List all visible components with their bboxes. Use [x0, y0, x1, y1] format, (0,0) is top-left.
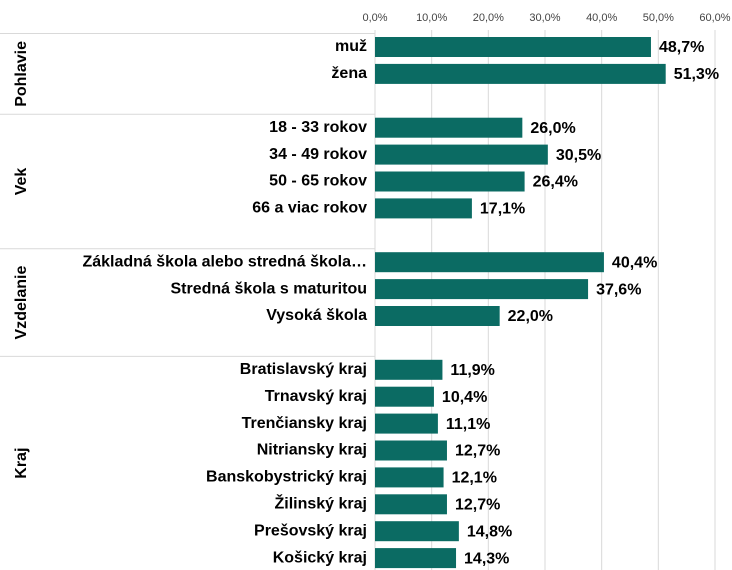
category-label: 34 - 49 rokov [269, 146, 367, 163]
category-label: Žilinský kraj [275, 494, 368, 513]
category-label: Trnavský kraj [265, 388, 367, 405]
bar [375, 279, 589, 300]
bar [375, 521, 459, 542]
bar [375, 494, 447, 515]
bar [375, 548, 457, 569]
category-label: 66 a viac rokov [252, 200, 367, 217]
x-tick-label: 60,0% [699, 12, 730, 24]
bar [375, 306, 500, 326]
value-label: 22,0% [508, 308, 553, 325]
bar [375, 467, 444, 488]
category-label: Banskobystrický kraj [206, 469, 367, 486]
value-label: 12,1% [452, 470, 497, 487]
group-label: Kraj [13, 448, 30, 479]
value-label: 11,9% [450, 362, 494, 379]
category-label: Základná škola alebo stredná škola… [82, 253, 367, 270]
value-label: 14,8% [467, 523, 512, 540]
x-tick-label: 40,0% [586, 12, 617, 24]
group-label: Vek [13, 168, 30, 196]
value-label: 37,6% [596, 281, 641, 298]
value-label: 11,1% [446, 416, 490, 433]
value-label: 51,3% [674, 66, 719, 83]
category-label: Nitriansky kraj [257, 442, 367, 459]
bar [375, 198, 472, 219]
category-label: 18 - 33 rokov [269, 119, 367, 136]
x-tick-label: 50,0% [643, 12, 674, 24]
bar [375, 144, 548, 165]
value-label: 30,5% [556, 147, 601, 164]
category-label: Trenčiansky kraj [242, 415, 367, 432]
category-label: Stredná škola s maturitou [171, 280, 368, 297]
x-tick-label: 10,0% [416, 12, 447, 24]
value-label: 17,1% [480, 201, 525, 218]
x-tick-label: 20,0% [473, 12, 504, 24]
bar [375, 63, 666, 84]
category-label: Prešovský kraj [254, 522, 367, 539]
bar [375, 413, 438, 434]
bar [375, 440, 447, 461]
value-label: 48,7% [659, 39, 704, 56]
value-label: 12,7% [455, 443, 500, 460]
value-label: 12,7% [455, 497, 500, 514]
bar [375, 171, 525, 192]
bar [375, 359, 443, 380]
group-label: Pohlavie [13, 41, 30, 107]
value-label: 26,4% [533, 174, 578, 191]
value-label: 10,4% [442, 389, 487, 406]
group-label: Vzdelanie [13, 266, 30, 340]
category-label: muž [335, 38, 367, 55]
bar [375, 37, 651, 57]
bar [375, 252, 604, 273]
bar [375, 386, 434, 407]
value-label: 14,3% [464, 550, 509, 567]
bar [375, 117, 523, 138]
category-label: 50 - 65 rokov [269, 173, 367, 190]
category-label: Bratislavský kraj [240, 361, 367, 378]
x-tick-label: 0,0% [362, 12, 387, 24]
category-label: Košický kraj [273, 549, 367, 566]
x-tick-label: 30,0% [529, 12, 560, 24]
value-label: 40,4% [612, 254, 657, 271]
category-label: Vysoká škola [266, 307, 367, 324]
category-label: žena [331, 65, 367, 82]
value-label: 26,0% [530, 120, 575, 137]
